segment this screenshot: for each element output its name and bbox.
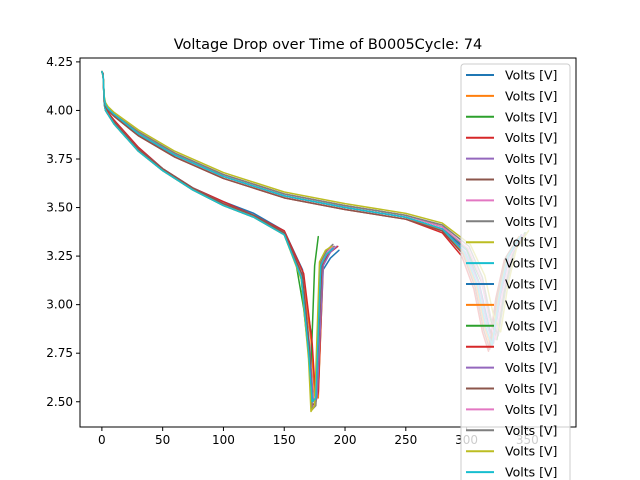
series-line-7 xyxy=(101,70,334,409)
y-tick-label: 4.25 xyxy=(46,55,73,69)
x-tick-label: 200 xyxy=(334,433,357,447)
legend-label: Volts [V] xyxy=(505,465,557,480)
series-line-5 xyxy=(101,70,338,403)
series-line-3 xyxy=(101,70,320,368)
series-line-8 xyxy=(101,70,334,411)
series-line-9 xyxy=(101,70,333,413)
x-tick-label: 250 xyxy=(394,433,417,447)
legend-label: Volts [V] xyxy=(505,297,557,312)
legend-label: Volts [V] xyxy=(505,130,557,145)
series-line-15 xyxy=(101,70,523,345)
y-tick-label: 2.75 xyxy=(46,346,73,360)
series-line-10 xyxy=(101,70,334,403)
series-line-12 xyxy=(101,70,520,349)
legend-label: Volts [V] xyxy=(505,256,557,271)
legend-label: Volts [V] xyxy=(505,235,557,250)
series-line-1 xyxy=(101,70,340,393)
legend-label: Volts [V] xyxy=(505,214,557,229)
series-line-14 xyxy=(101,70,518,353)
y-tick-label: 2.50 xyxy=(46,395,73,409)
series-line-20 xyxy=(101,70,521,347)
y-axis: 2.50 2.75 3.00 3.25 3.50 3.75 4.00 4.25 xyxy=(46,55,80,409)
y-tick-label: 3.00 xyxy=(46,298,73,312)
chart-title: Voltage Drop over Time of B0005Cycle: 74 xyxy=(174,37,483,53)
y-tick-label: 3.75 xyxy=(46,152,73,166)
series-line-16 xyxy=(101,70,519,351)
series-line-2 xyxy=(101,70,334,399)
legend-label: Volts [V] xyxy=(505,88,557,103)
legend: Volts [V] Volts [V] Volts [V] Volts [V] Volt… xyxy=(460,63,571,480)
legend-label: Volts [V] xyxy=(505,402,557,417)
x-tick-label: 0 xyxy=(98,433,106,447)
legend-label: Volts [V] xyxy=(505,360,557,375)
legend-box xyxy=(460,63,571,480)
x-tick-label: 100 xyxy=(212,433,235,447)
legend-label: Volts [V] xyxy=(505,151,557,166)
x-tick-label: 50 xyxy=(155,433,170,447)
legend-label: Volts [V] xyxy=(505,172,557,187)
y-tick-label: 4.00 xyxy=(46,103,73,117)
legend-label: Volts [V] xyxy=(505,423,557,438)
series-line-6 xyxy=(101,70,335,407)
legend-label: Volts [V] xyxy=(505,444,557,459)
legend-label: Volts [V] xyxy=(505,381,557,396)
y-tick-label: 3.25 xyxy=(46,249,73,263)
y-tick-label: 3.50 xyxy=(46,201,73,215)
legend-label: Volts [V] xyxy=(505,109,557,124)
plot-area-frame xyxy=(79,57,577,428)
series-line-11 xyxy=(101,70,523,345)
series-line-4 xyxy=(101,70,339,403)
legend-label: Volts [V] xyxy=(505,318,557,333)
legend-label: Volts [V] xyxy=(505,68,557,83)
legend-label: Volts [V] xyxy=(505,339,557,354)
legend-label: Volts [V] xyxy=(505,193,557,208)
x-tick-label: 150 xyxy=(273,433,296,447)
legend-label: Volts [V] xyxy=(505,277,557,292)
